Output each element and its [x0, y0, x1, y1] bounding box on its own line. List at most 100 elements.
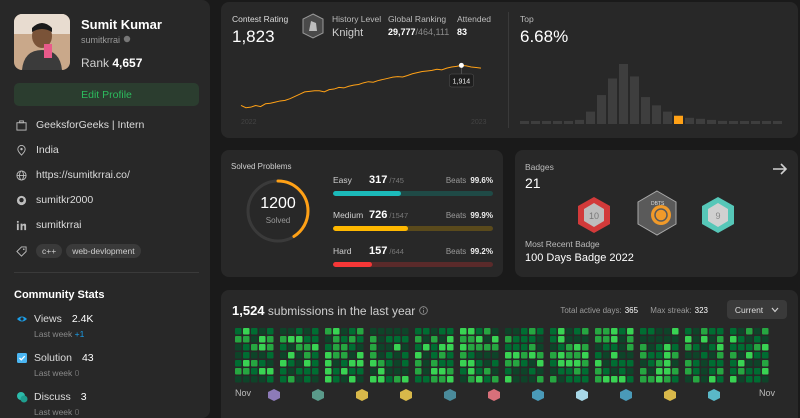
monthly-badge-icon[interactable]: [708, 389, 720, 401]
heatmap-cell: [513, 352, 520, 359]
monthly-badge-icon[interactable]: [356, 389, 368, 401]
github-row[interactable]: sumitkr2000: [16, 194, 93, 206]
heatmap-cell: [701, 352, 708, 359]
heatmap-cell: [296, 344, 303, 351]
heatmap-cell: [627, 352, 634, 359]
avatar[interactable]: [14, 14, 70, 70]
heatmap-cell: [693, 352, 700, 359]
heatmap-cell: [394, 360, 401, 367]
heatmap-cell: [709, 376, 716, 383]
monthly-badge-icon[interactable]: [400, 389, 412, 401]
skill-tag[interactable]: c++: [36, 244, 63, 258]
heatmap-cell: [267, 376, 274, 383]
linkedin-row[interactable]: sumitkrrai: [16, 219, 82, 231]
heatmap-cell: [484, 344, 491, 351]
heatmap-cell: [235, 328, 242, 335]
badge-100-days-icon[interactable]: DBTS: [633, 189, 681, 237]
edit-profile-button[interactable]: Edit Profile: [14, 83, 199, 106]
heatmap-cell: [492, 360, 499, 367]
info-icon[interactable]: [418, 306, 428, 315]
heatmap-cell: [394, 344, 401, 351]
monthly-badge-icon[interactable]: [620, 389, 632, 401]
heatmap-cell: [447, 376, 454, 383]
heatmap-cell: [640, 344, 647, 351]
submission-heatmap[interactable]: [235, 326, 785, 388]
contest-rating-card: Contest Rating 1,823 History Level Knigh…: [221, 2, 798, 138]
chevron-down-icon: [771, 307, 779, 312]
heatmap-cell: [611, 336, 618, 343]
heatmap-cell: [447, 352, 454, 359]
heatmap-cell: [259, 368, 266, 375]
heatmap-cell: [325, 336, 332, 343]
heatmap-cell: [709, 352, 716, 359]
heatmap-cell: [259, 360, 266, 367]
heatmap-cell: [402, 360, 409, 367]
period-select[interactable]: Current: [727, 300, 787, 319]
heatmap-cell: [738, 352, 745, 359]
heatmap-cell: [304, 360, 311, 367]
difficulty-row-easy: Easy 317/745 Beats 99.6%: [333, 174, 493, 196]
heatmap-cell: [415, 352, 422, 359]
monthly-badge-icon[interactable]: [488, 389, 500, 401]
heatmap-cell: [402, 336, 409, 343]
distribution-bar: [663, 111, 672, 124]
heatmap-cell: [521, 328, 528, 335]
heatmap-cell: [505, 328, 512, 335]
heatmap-cell: [656, 328, 663, 335]
heatmap-cell: [243, 344, 250, 351]
website-row[interactable]: https://sumitkrrai.co/: [16, 169, 130, 181]
monthly-badge-icon[interactable]: [312, 389, 324, 401]
heatmap-cell: [762, 344, 769, 351]
heatmap-cell: [304, 336, 311, 343]
heatmap-cell: [746, 344, 753, 351]
heatmap-cell: [492, 336, 499, 343]
skill-tag[interactable]: web-devlopment: [66, 244, 141, 258]
heatmap-cell: [717, 352, 724, 359]
community-stats-title: Community Stats: [14, 289, 105, 301]
solved-total: 1200: [260, 195, 296, 212]
solved-progress-ring: [246, 179, 310, 243]
badge-monthly-9-icon[interactable]: 9: [697, 194, 739, 236]
heatmap-cell: [529, 360, 536, 367]
profile-username: sumitkrrai: [81, 35, 131, 45]
heatmap-cell: [378, 376, 385, 383]
heatmap-cell: [341, 360, 348, 367]
monthly-badge-icon[interactable]: [268, 389, 280, 401]
heatmap-cell: [325, 344, 332, 351]
monthly-badge-icon[interactable]: [664, 389, 676, 401]
heatmap-cell: [648, 352, 655, 359]
rating-point[interactable]: [458, 62, 464, 68]
rating-line-chart[interactable]: 1,914 2022 2023: [235, 54, 495, 126]
heatmap-cell: [333, 344, 340, 351]
heatmap-cell: [603, 368, 610, 375]
heatmap-cell: [243, 328, 250, 335]
monthly-badge-icon[interactable]: [532, 389, 544, 401]
heatmap-cell: [746, 360, 753, 367]
heatmap-cell: [415, 336, 422, 343]
heatmap-cell: [357, 336, 364, 343]
heatmap-cell: [701, 376, 708, 383]
heatmap-cell: [267, 368, 274, 375]
monthly-badges-row: [268, 389, 720, 401]
heatmap-cell: [685, 352, 692, 359]
heatmap-cell: [537, 368, 544, 375]
skills-row: c++ web-devlopment: [16, 244, 145, 258]
heatmap-cell: [664, 360, 671, 367]
heatmap-cell: [394, 328, 401, 335]
heatmap-cell: [640, 360, 647, 367]
distribution-bar: [553, 121, 562, 124]
distribution-bar: [575, 119, 584, 124]
heatmap-cell: [730, 360, 737, 367]
heatmap-cell: [280, 352, 287, 359]
heatmap-cell: [251, 328, 258, 335]
heatmap-cell: [619, 368, 626, 375]
heatmap-cell: [566, 336, 573, 343]
heatmap-cell: [296, 360, 303, 367]
heatmap-cell: [603, 360, 610, 367]
arrow-right-icon[interactable]: [772, 162, 788, 176]
monthly-badge-icon[interactable]: [576, 389, 588, 401]
heatmap-cell: [341, 344, 348, 351]
badge-annual-10-icon[interactable]: 10: [573, 194, 615, 236]
monthly-badge-icon[interactable]: [444, 389, 456, 401]
heatmap-cell: [754, 352, 761, 359]
